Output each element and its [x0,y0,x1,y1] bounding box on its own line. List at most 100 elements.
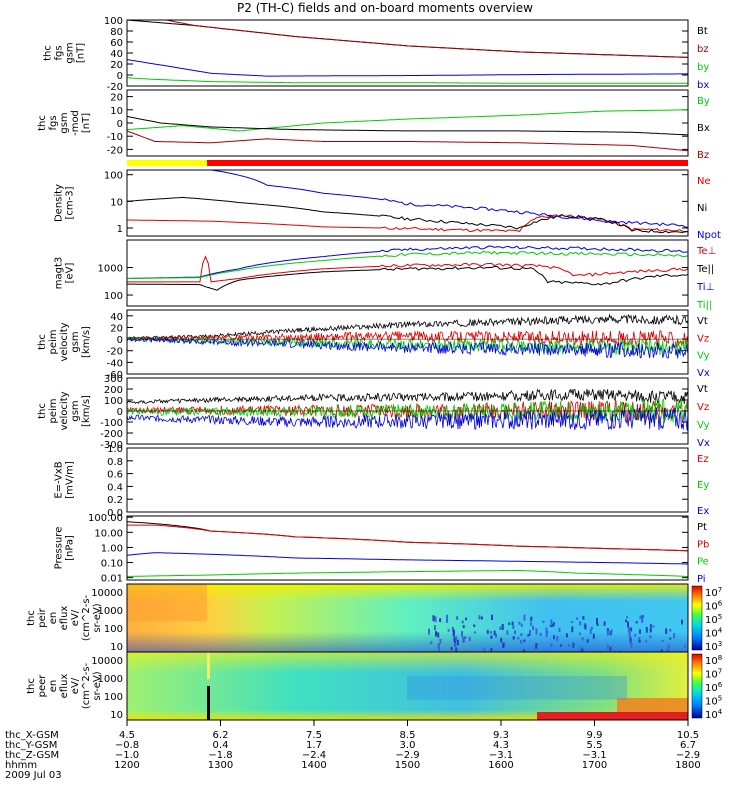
spectrogram-cell [606,628,609,631]
ylabel-line: gsm [70,331,81,352]
spectrogram-cell [506,630,509,635]
series-line-Te⊥ [127,255,689,283]
spectrogram-cell [630,642,633,648]
legend-Vz: Vz [697,402,709,413]
series-line-Pb [127,524,689,552]
spectrogram-cell [582,615,585,620]
ylabel-line: fgs [48,115,59,130]
ylabel-line: E=-VxB [54,461,65,498]
ytick-label: 40 [110,312,123,323]
spectrogram-cell [451,627,454,632]
ylabel-line: (cm^2-s- [81,662,92,709]
xtick-label: 4.3 [493,740,509,751]
xaxis-row-label: 2009 Jul 03 [5,770,62,781]
series-line-Te|| [127,266,689,291]
spectrogram-cell [478,615,481,620]
legend-Vy: Vy [697,351,710,362]
ytick-label: 1 [117,224,123,235]
spectrogram-cell [556,636,559,641]
spectrogram-cell [453,637,456,642]
spectrogram-cell [550,643,553,648]
ytick-label: -300 [100,440,123,451]
spectrogram-stripe [207,652,210,680]
spectrogram-cell [430,641,433,645]
colorbar [691,585,703,651]
spectrogram-cell [609,631,612,636]
panel-frame [126,169,689,237]
colorbar [691,653,703,719]
xtick-label: 1700 [582,760,607,771]
spectrogram-cell [462,625,465,629]
spectrogram-cell [673,633,676,639]
panel-8: thcpeirenefluxeV/(cm^2-s-sr-eV)100001000… [26,583,723,657]
xtick-label: −3.1 [582,750,606,761]
series-line-Pt [126,521,689,552]
spectrogram-cell [571,620,574,624]
xtick-label: 1200 [114,760,139,771]
ylabel-line: sr-eV) [92,603,103,632]
spectrogram-cell [596,623,599,626]
ytick-label: 10 [110,106,123,117]
spectrogram-cell [581,648,584,655]
legend-Ti⊥: Ti⊥ [696,282,714,293]
spectrogram-cell [606,630,609,636]
series-line-by [126,77,688,84]
ytick-label: -100 [100,418,123,429]
series-line-Vz [126,330,689,349]
ylabel-line: [km/s] [81,395,92,427]
spectrogram-cell [606,644,609,650]
spectrogram-cell [627,626,630,633]
ylabel-line: eV/ [70,609,81,626]
ylabel-line: velocity [59,322,70,361]
spectrogram-cell [596,618,598,624]
spectrogram-cell [552,622,555,626]
legend-Bx: Bx [697,123,710,134]
spectrogram-cell [455,636,458,642]
ytick-label: 100 [104,291,123,302]
legend-Vy: Vy [697,420,710,431]
panel-frame [126,309,689,375]
panel-ylabel: Pressure[nPa] [54,527,76,570]
ylabel-line: thc [37,334,48,350]
ytick-label: 0 [117,71,123,82]
colorbar-label: 107 [705,668,722,681]
ylabel-line: gsm [70,400,81,421]
spectrogram-cell [511,621,514,626]
figure-title: P2 (TH-C) fields and on-board moments ov… [237,1,533,15]
spectrogram-cell [517,637,520,640]
ylabel-line: en [48,612,59,625]
spectrogram-cell [553,635,555,640]
spectrogram-cell [638,640,641,643]
spectrogram-cell [501,624,504,630]
spectrogram-cell [552,624,555,627]
ylabel-line: Density [54,184,65,222]
spectrogram-cell [681,619,683,625]
ytick-label: -20 [107,145,123,156]
spectrogram-cell [493,630,496,636]
legend-By: By [697,96,710,107]
spectrogram-cell [437,632,440,638]
spectrogram-cell [529,630,531,636]
ytick-label: 100.00 [88,513,123,524]
spectrogram-cell [461,620,464,624]
spectrogram-cell [565,633,568,638]
legend-Vt: Vt [697,316,708,327]
spectrogram-cell [438,646,440,653]
series-line-bz [127,19,689,58]
spectrogram-gap [207,686,210,720]
spectrogram-cool-region [407,675,627,700]
ytick-label: -20 [107,82,123,93]
spectrogram-cell [610,629,613,633]
ylabel-line: peir [37,607,48,627]
spectrogram-cell [439,639,442,644]
spectrogram-cell [434,616,437,623]
spectrogram-cell [581,637,584,641]
ylabel-line: sr-eV) [92,671,103,700]
spectrogram-cell [665,628,668,634]
spectrogram-cell [571,626,574,633]
ylabel-line: thc [37,115,48,131]
spectrogram-hot-band [617,698,688,712]
ylabel-line: [mV/m] [65,461,76,499]
spectrogram-cell [592,633,595,639]
panel-frame [126,19,689,87]
